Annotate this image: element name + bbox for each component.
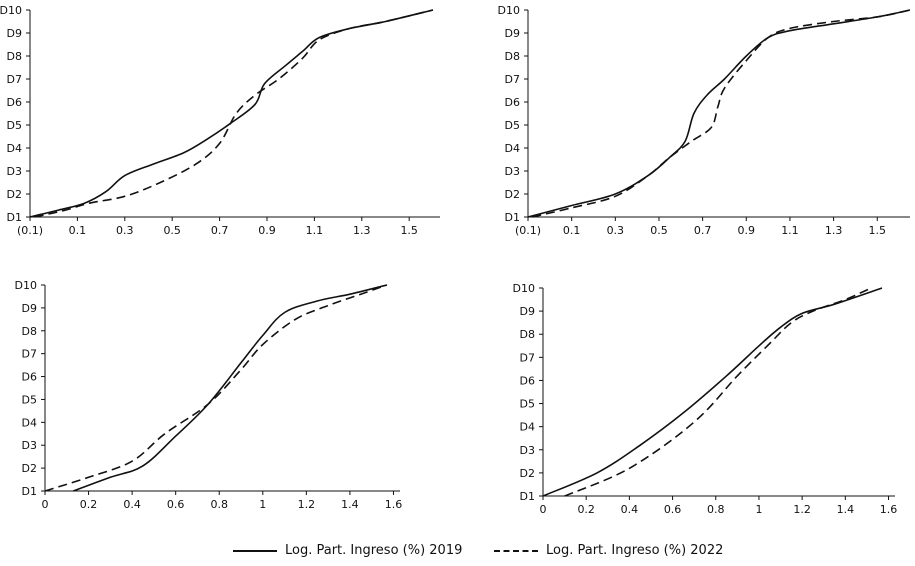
y-tick-label: D10 bbox=[498, 4, 520, 17]
y-tick-label: D3 bbox=[505, 165, 520, 178]
legend-label-2022: Log. Part. Ingreso (%) 2022 bbox=[546, 543, 724, 558]
x-tick-label: 1.1 bbox=[306, 224, 324, 237]
y-tick-label: D10 bbox=[513, 282, 535, 295]
x-tick-label: 0.6 bbox=[167, 498, 185, 511]
x-tick-label: 0.3 bbox=[607, 224, 625, 237]
x-tick-label: 0.8 bbox=[210, 498, 228, 511]
y-tick-label: D5 bbox=[520, 398, 535, 411]
y-tick-label: D6 bbox=[505, 96, 520, 109]
x-tick-label: 0.5 bbox=[163, 224, 181, 237]
y-tick-label: D3 bbox=[7, 165, 22, 178]
y-tick-label: D9 bbox=[7, 27, 22, 40]
y-tick-label: D5 bbox=[7, 119, 22, 132]
x-tick-label: 0.7 bbox=[211, 224, 229, 237]
y-tick-label: D3 bbox=[520, 444, 535, 457]
legend-swatch-solid bbox=[233, 549, 277, 552]
x-tick-label: 1.6 bbox=[880, 503, 898, 516]
y-tick-label: D4 bbox=[505, 142, 520, 155]
y-tick-label: D5 bbox=[22, 393, 37, 406]
legend-item-2022: Log. Part. Ingreso (%) 2022 bbox=[494, 543, 723, 558]
x-tick-label: 1.6 bbox=[385, 498, 403, 511]
y-tick-label: D8 bbox=[520, 328, 535, 341]
x-tick-label: (0.1) bbox=[515, 224, 541, 237]
x-tick-label: 0.6 bbox=[664, 503, 682, 516]
x-tick-label: 1.1 bbox=[781, 224, 799, 237]
series-line-2022 bbox=[564, 287, 872, 497]
series-line-2022 bbox=[532, 9, 911, 218]
y-tick-label: D4 bbox=[7, 142, 22, 155]
series-line-2022 bbox=[34, 9, 434, 218]
y-tick-label: D10 bbox=[0, 4, 22, 17]
y-tick-label: D7 bbox=[7, 73, 22, 86]
y-tick-label: D9 bbox=[520, 305, 535, 318]
x-tick-label: 0.2 bbox=[577, 503, 595, 516]
x-tick-label: (0.1) bbox=[17, 224, 43, 237]
series-line-2019 bbox=[542, 287, 883, 497]
y-tick-label: D8 bbox=[22, 325, 37, 338]
x-tick-label: 1.2 bbox=[793, 503, 811, 516]
y-tick-label: D6 bbox=[22, 371, 37, 384]
y-tick-label: D8 bbox=[505, 50, 520, 63]
y-tick-label: D9 bbox=[22, 302, 37, 315]
x-tick-label: 0.9 bbox=[258, 224, 276, 237]
y-tick-label: D6 bbox=[520, 374, 535, 387]
y-tick-label: D7 bbox=[22, 348, 37, 361]
x-tick-label: 1.5 bbox=[869, 224, 887, 237]
x-tick-label: 0.9 bbox=[738, 224, 756, 237]
y-tick-label: D2 bbox=[520, 467, 535, 480]
y-tick-label: D4 bbox=[520, 421, 535, 434]
y-tick-label: D1 bbox=[520, 490, 535, 503]
series-line-2019 bbox=[29, 9, 434, 218]
x-tick-label: 0 bbox=[42, 498, 49, 511]
series-line-2022 bbox=[44, 284, 388, 492]
y-tick-label: D7 bbox=[520, 351, 535, 364]
x-tick-label: 1.4 bbox=[341, 498, 359, 511]
x-tick-label: 0.1 bbox=[69, 224, 87, 237]
y-tick-label: D4 bbox=[22, 416, 37, 429]
y-tick-label: D9 bbox=[505, 27, 520, 40]
x-tick-label: 0.8 bbox=[707, 503, 725, 516]
x-tick-label: 0.2 bbox=[80, 498, 98, 511]
y-tick-label: D2 bbox=[505, 188, 520, 201]
x-tick-label: 1.2 bbox=[298, 498, 316, 511]
x-tick-label: 0.3 bbox=[116, 224, 134, 237]
y-tick-label: D1 bbox=[505, 211, 520, 224]
y-tick-label: D8 bbox=[7, 50, 22, 63]
x-tick-label: 1 bbox=[755, 503, 762, 516]
y-tick-label: D10 bbox=[15, 279, 37, 292]
x-tick-label: 0.5 bbox=[650, 224, 668, 237]
x-tick-label: 1.3 bbox=[825, 224, 843, 237]
y-tick-label: D6 bbox=[7, 96, 22, 109]
legend-label-2019: Log. Part. Ingreso (%) 2019 bbox=[285, 543, 463, 558]
y-tick-label: D1 bbox=[7, 211, 22, 224]
y-tick-label: D1 bbox=[22, 485, 37, 498]
x-tick-label: 1.4 bbox=[837, 503, 855, 516]
x-tick-label: 1 bbox=[259, 498, 266, 511]
y-tick-label: D5 bbox=[505, 119, 520, 132]
x-tick-label: 1.3 bbox=[353, 224, 371, 237]
legend-swatch-dashed bbox=[494, 549, 538, 552]
x-tick-label: 0.7 bbox=[694, 224, 712, 237]
x-tick-label: 0 bbox=[540, 503, 547, 516]
x-tick-label: 0.4 bbox=[123, 498, 141, 511]
x-tick-label: 1.5 bbox=[400, 224, 418, 237]
x-tick-label: 0.1 bbox=[563, 224, 581, 237]
x-tick-label: 0.4 bbox=[621, 503, 639, 516]
y-tick-label: D2 bbox=[22, 462, 37, 475]
legend-item-2019: Log. Part. Ingreso (%) 2019 bbox=[233, 543, 462, 558]
series-line-2019 bbox=[527, 9, 911, 218]
y-tick-label: D3 bbox=[22, 439, 37, 452]
y-tick-label: D2 bbox=[7, 188, 22, 201]
series-line-2019 bbox=[73, 284, 388, 492]
y-tick-label: D7 bbox=[505, 73, 520, 86]
